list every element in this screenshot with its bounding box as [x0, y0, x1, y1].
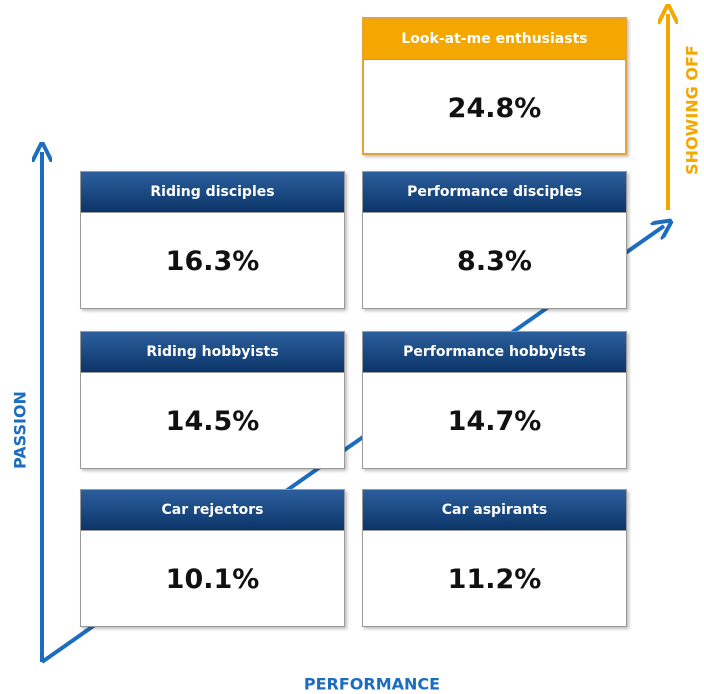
axis-label: SHOWING OFF — [682, 45, 702, 175]
segment-label: Riding disciples — [81, 172, 344, 213]
segment-label: Car rejectors — [81, 490, 344, 531]
segment-label: Look-at-me enthusiasts — [364, 19, 625, 60]
segment-box: Car aspirants 11.2% — [362, 489, 627, 627]
segment-label: Performance disciples — [363, 172, 626, 213]
axis-label: PERFORMANCE — [303, 674, 441, 694]
segment-share: 11.2% — [447, 563, 542, 595]
segment-label: Car aspirants — [363, 490, 626, 531]
segment-box: Car rejectors 10.1% — [80, 489, 345, 627]
segment-box: Riding disciples 16.3% — [80, 171, 345, 309]
segment-box: Look-at-me enthusiasts 24.8% — [362, 17, 627, 155]
segment-label: Performance hobbyists — [363, 332, 626, 373]
segment-share: 14.7% — [447, 405, 542, 437]
segment-share: 24.8% — [447, 92, 542, 124]
segment-share: 8.3% — [457, 245, 532, 277]
segment-share: 16.3% — [165, 245, 260, 277]
segment-share: 10.1% — [165, 563, 260, 595]
segment-box: Performance disciples 8.3% — [362, 171, 627, 309]
segment-box: Riding hobbyists 14.5% — [80, 331, 345, 469]
segment-label: Riding hobbyists — [81, 332, 344, 373]
segment-box: Performance hobbyists 14.7% — [362, 331, 627, 469]
axis-label: PASSION — [10, 391, 30, 469]
segment-share: 14.5% — [165, 405, 260, 437]
